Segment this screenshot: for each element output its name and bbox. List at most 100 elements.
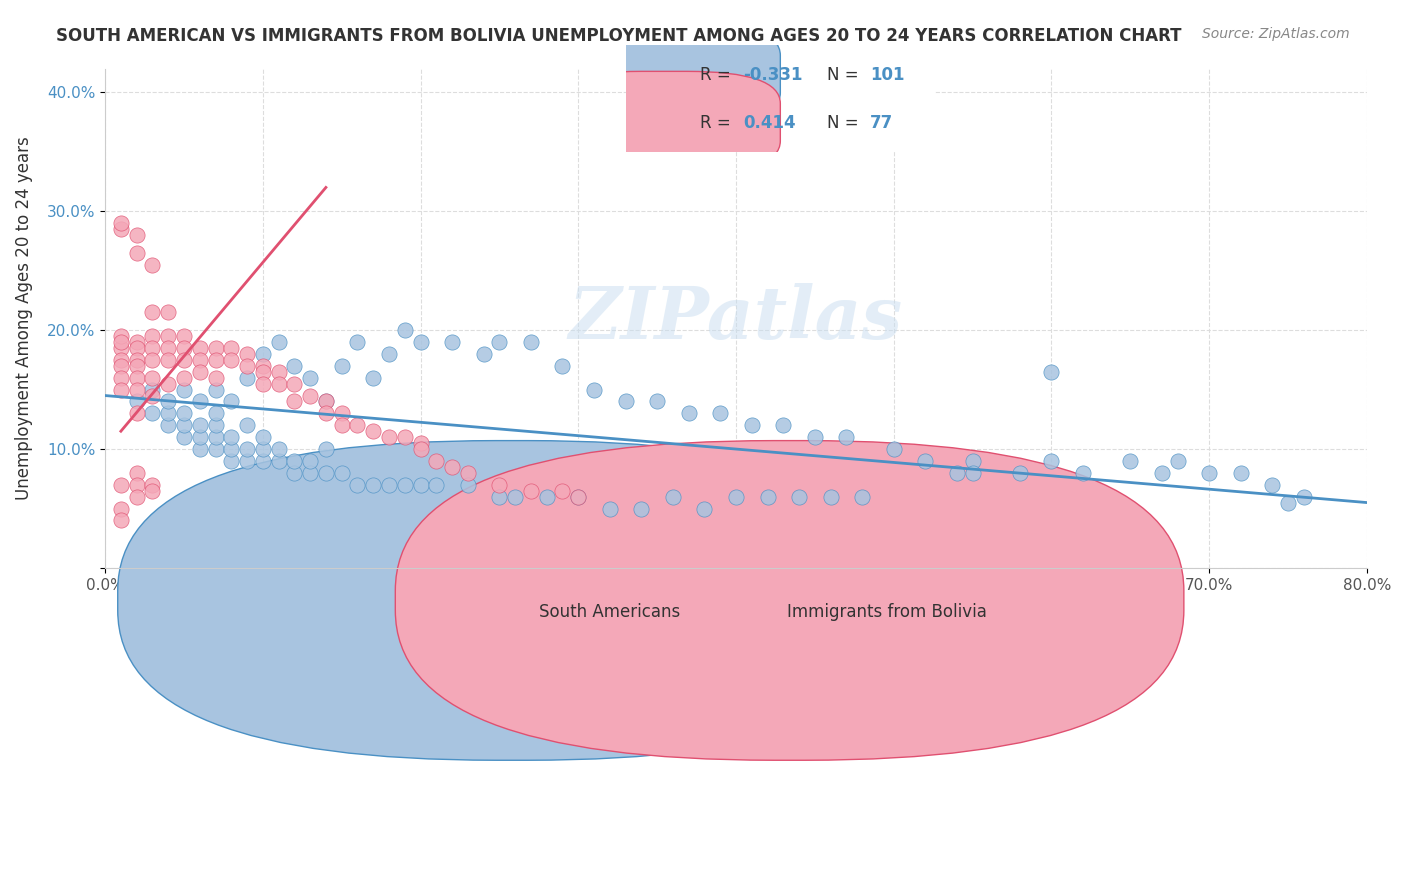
Point [1167, 454, 1189, 468]
Point [204, 418, 226, 433]
Point [488, 490, 510, 504]
Point [1229, 466, 1251, 480]
FancyBboxPatch shape [620, 43, 941, 153]
Point [299, 388, 322, 402]
Point [110, 216, 132, 230]
Point [378, 430, 401, 444]
Point [346, 418, 368, 433]
Point [188, 352, 211, 367]
Point [236, 442, 259, 456]
Point [678, 406, 700, 420]
Point [315, 406, 337, 420]
Point [125, 341, 148, 355]
Point [772, 418, 794, 433]
Point [141, 329, 163, 343]
Point [219, 352, 242, 367]
Point [219, 394, 242, 409]
Point [330, 466, 353, 480]
Point [662, 490, 685, 504]
Text: -0.331: -0.331 [744, 66, 803, 84]
Point [756, 490, 779, 504]
Point [520, 483, 543, 498]
Point [472, 347, 495, 361]
Point [141, 352, 163, 367]
Point [820, 490, 842, 504]
Point [110, 513, 132, 527]
Point [173, 329, 195, 343]
Point [141, 305, 163, 319]
Point [488, 477, 510, 491]
Text: N =: N = [827, 114, 863, 132]
Point [962, 466, 984, 480]
Point [173, 383, 195, 397]
Point [204, 341, 226, 355]
Point [599, 501, 621, 516]
Point [252, 365, 274, 379]
Text: South Americans: South Americans [538, 603, 681, 621]
Point [283, 376, 305, 391]
Point [346, 477, 368, 491]
FancyBboxPatch shape [548, 23, 780, 125]
Point [141, 258, 163, 272]
Point [236, 370, 259, 384]
Point [219, 454, 242, 468]
Point [1040, 365, 1063, 379]
Point [330, 406, 353, 420]
Point [204, 442, 226, 456]
Point [315, 394, 337, 409]
Point [141, 406, 163, 420]
Point [330, 359, 353, 373]
Text: N =: N = [827, 66, 863, 84]
Point [188, 430, 211, 444]
Point [409, 436, 432, 450]
Point [441, 334, 464, 349]
Point [204, 430, 226, 444]
Point [267, 454, 290, 468]
Point [188, 341, 211, 355]
Point [394, 477, 416, 491]
Point [125, 245, 148, 260]
Point [299, 370, 322, 384]
Point [110, 222, 132, 236]
Point [488, 334, 510, 349]
Point [945, 466, 967, 480]
Point [157, 394, 180, 409]
Point [361, 370, 384, 384]
Point [267, 376, 290, 391]
Point [409, 442, 432, 456]
Point [141, 370, 163, 384]
Point [267, 334, 290, 349]
Point [236, 359, 259, 373]
Point [141, 477, 163, 491]
Point [283, 466, 305, 480]
Point [141, 341, 163, 355]
Point [330, 418, 353, 433]
Point [110, 334, 132, 349]
Point [787, 490, 810, 504]
Point [219, 430, 242, 444]
Text: 101: 101 [870, 66, 904, 84]
Text: Source: ZipAtlas.com: Source: ZipAtlas.com [1202, 27, 1350, 41]
Point [267, 442, 290, 456]
Point [125, 383, 148, 397]
Point [125, 334, 148, 349]
Point [378, 347, 401, 361]
Point [110, 359, 132, 373]
Point [157, 341, 180, 355]
Point [110, 341, 132, 355]
Point [835, 430, 858, 444]
Point [252, 454, 274, 468]
Y-axis label: Unemployment Among Ages 20 to 24 years: Unemployment Among Ages 20 to 24 years [15, 136, 32, 500]
Text: SOUTH AMERICAN VS IMMIGRANTS FROM BOLIVIA UNEMPLOYMENT AMONG AGES 20 TO 24 YEARS: SOUTH AMERICAN VS IMMIGRANTS FROM BOLIVI… [56, 27, 1181, 45]
Point [125, 466, 148, 480]
Point [962, 454, 984, 468]
Point [883, 442, 905, 456]
Point [1198, 466, 1220, 480]
Point [409, 334, 432, 349]
Text: 77: 77 [870, 114, 893, 132]
Point [267, 365, 290, 379]
Point [141, 483, 163, 498]
Point [346, 334, 368, 349]
Point [520, 334, 543, 349]
Point [157, 305, 180, 319]
